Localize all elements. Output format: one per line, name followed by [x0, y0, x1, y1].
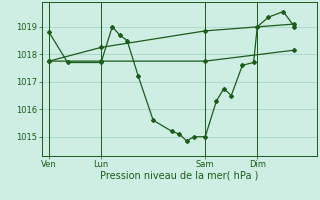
X-axis label: Pression niveau de la mer( hPa ): Pression niveau de la mer( hPa )	[100, 171, 258, 181]
